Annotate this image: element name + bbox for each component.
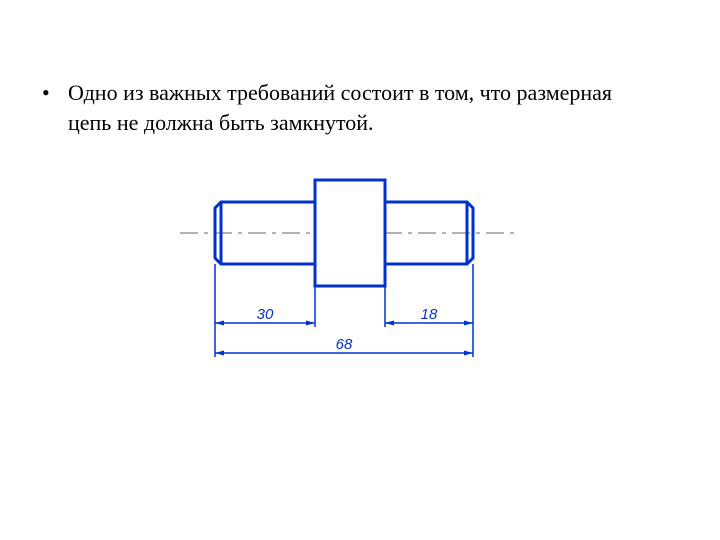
diagram-svg: 30 18 68 <box>175 175 545 395</box>
svg-text:18: 18 <box>421 306 438 323</box>
bullet-text-content: Одно из важных требований состоит в том,… <box>68 80 612 135</box>
svg-text:68: 68 <box>336 336 353 353</box>
bullet-text: Одно из важных требований состоит в том,… <box>68 78 640 137</box>
technical-diagram: 30 18 68 <box>175 175 545 395</box>
svg-text:30: 30 <box>257 306 274 323</box>
